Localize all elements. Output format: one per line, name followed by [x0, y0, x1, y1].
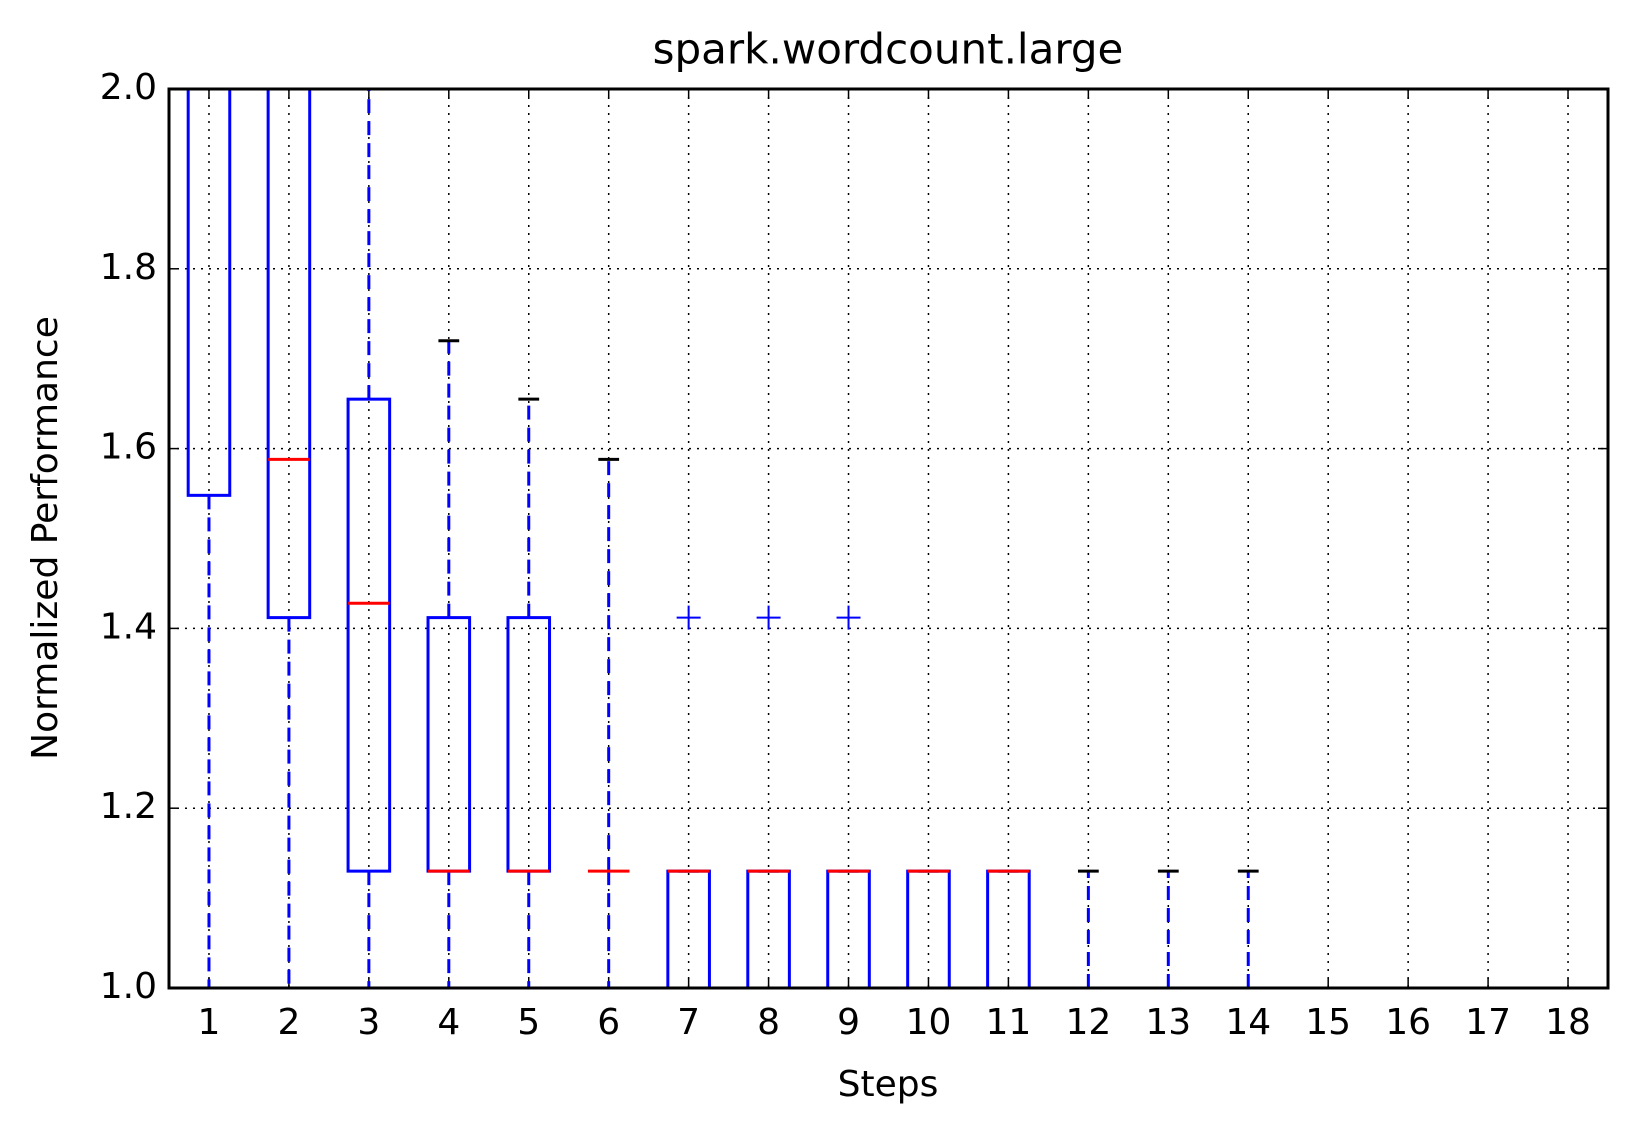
x-tick-label: 3 — [357, 1002, 380, 1043]
x-tick-label: 9 — [837, 1002, 860, 1043]
x-tick-label: 4 — [437, 1002, 460, 1043]
x-tick-label: 7 — [677, 1002, 700, 1043]
x-tick-label: 16 — [1385, 1002, 1431, 1043]
y-tick-label: 1.2 — [100, 786, 157, 827]
y-tick-label: 2.0 — [100, 67, 157, 108]
x-tick-label: 13 — [1145, 1002, 1191, 1043]
x-axis-label: Steps — [838, 1064, 939, 1105]
y-tick-label: 1.4 — [100, 606, 157, 647]
x-tick-label: 6 — [597, 1002, 620, 1043]
x-tick-label: 15 — [1305, 1002, 1351, 1043]
x-tick-label: 10 — [906, 1002, 952, 1043]
x-tick-label: 8 — [757, 1002, 780, 1043]
x-tick-label: 17 — [1465, 1002, 1511, 1043]
y-tick-label: 1.0 — [100, 966, 157, 1007]
box — [346, 397, 392, 873]
outlier — [676, 605, 701, 630]
box — [186, 89, 232, 497]
y-axis-label: Normalized Performance — [25, 316, 66, 760]
box — [266, 89, 312, 620]
grid — [169, 88, 1608, 989]
y-tick-label: 1.6 — [100, 427, 157, 468]
y-tick-label: 1.8 — [100, 247, 157, 288]
x-tick-label: 2 — [277, 1002, 300, 1043]
x-tick-label: 5 — [517, 1002, 540, 1043]
outlier — [836, 605, 861, 630]
plot-frame — [167, 87, 1610, 990]
plot-area — [186, 89, 1589, 988]
x-tick-label: 14 — [1225, 1002, 1271, 1043]
x-tick-label: 1 — [198, 1002, 221, 1043]
x-tick-label: 18 — [1545, 1002, 1591, 1043]
x-tick-label: 12 — [1065, 1002, 1111, 1043]
x-tick-label: 11 — [986, 1002, 1032, 1043]
outlier — [756, 605, 781, 630]
chart-title: spark.wordcount.large — [653, 25, 1124, 74]
